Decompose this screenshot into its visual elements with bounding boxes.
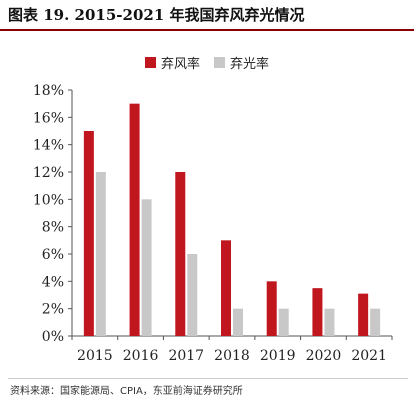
- bar-series-1: [175, 172, 186, 336]
- bar-series-2: [233, 308, 243, 336]
- bar-series-2: [278, 308, 289, 336]
- y-tick-label: 14%: [33, 138, 64, 154]
- y-tick-label: 4%: [42, 274, 64, 290]
- legend-label-series-1: 弃风率: [160, 57, 200, 72]
- x-tick-label: 2018: [214, 348, 250, 364]
- bar-series-1: [129, 103, 140, 337]
- bar-series-1: [358, 293, 369, 336]
- source-divider: [8, 378, 408, 379]
- x-tick-label: 2017: [168, 348, 204, 364]
- legend: 弃风率 弃光率: [0, 53, 414, 72]
- x-tick-label: 2016: [123, 348, 159, 364]
- legend-item-series-2: 弃光率: [214, 53, 269, 72]
- y-tick-label: 6%: [42, 247, 64, 263]
- bar-series-2: [324, 308, 335, 336]
- bar-series-2: [370, 308, 381, 336]
- y-tick-label: 0%: [42, 329, 64, 345]
- legend-swatch-series-1: [144, 57, 156, 68]
- bar-series-1: [312, 288, 323, 336]
- title-divider: [0, 29, 414, 31]
- bar-series-1: [266, 281, 277, 336]
- chart-title: 图表 19. 2015-2021 年我国弃风弃光情况: [8, 6, 305, 24]
- y-tick-label: 18%: [33, 83, 64, 99]
- y-tick-label: 10%: [33, 192, 64, 208]
- x-tick-label: 2020: [306, 348, 342, 364]
- y-tick-label: 8%: [42, 220, 64, 236]
- legend-swatch-series-2: [214, 57, 225, 68]
- legend-item-series-1: 弃风率: [144, 53, 200, 72]
- y-tick-label: 16%: [33, 110, 64, 126]
- x-tick-label: 2015: [77, 348, 113, 364]
- bar-series-1: [83, 131, 94, 336]
- bar-series-2: [141, 199, 152, 336]
- bar-series-2: [187, 254, 198, 336]
- bar-series-1: [221, 240, 231, 336]
- y-tick-label: 2%: [42, 302, 64, 318]
- source-note: 资料来源：国家能源局、CPIA，东亚前海证券研究所: [10, 386, 243, 397]
- x-tick-label: 2021: [351, 348, 387, 364]
- x-tick-label: 2019: [260, 348, 296, 364]
- y-tick-label: 12%: [33, 165, 64, 181]
- legend-label-series-2: 弃光率: [230, 57, 270, 72]
- bar-series-2: [95, 172, 106, 336]
